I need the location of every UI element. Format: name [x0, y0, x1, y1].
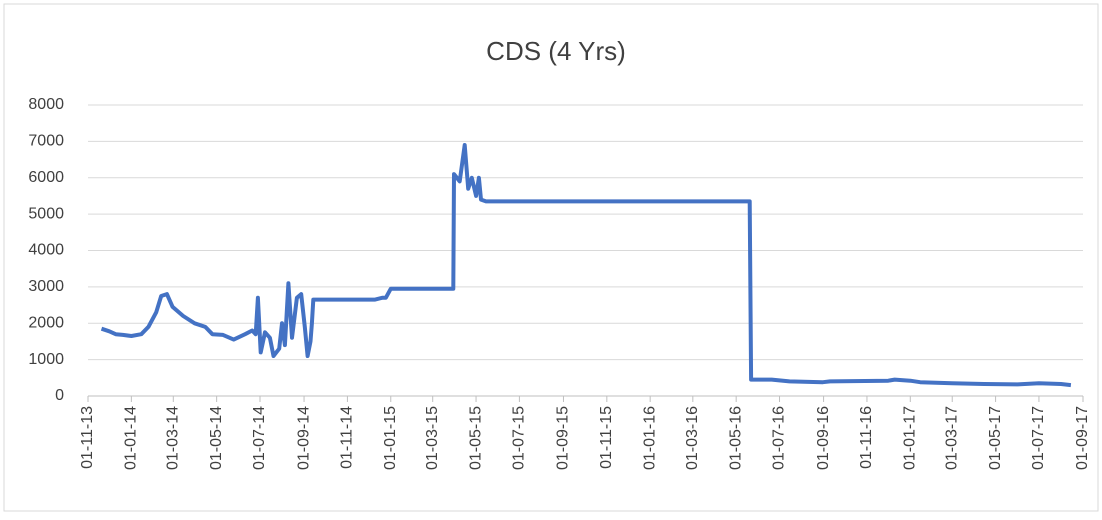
y-tick-label: 3000	[28, 278, 64, 295]
x-tick-label: 01-11-16	[858, 406, 875, 469]
x-tick-label: 01-03-17	[943, 406, 960, 470]
x-tick-label: 01-03-14	[165, 406, 182, 470]
x-tick-label: 01-09-15	[555, 406, 572, 470]
y-tick-label: 1000	[28, 351, 64, 368]
y-tick-label: 7000	[28, 133, 64, 150]
x-tick-label: 01-11-13	[79, 406, 96, 469]
x-tick-label: 01-01-17	[902, 406, 919, 470]
x-tick-label: 01-05-15	[467, 406, 484, 470]
x-tick-label: 01-05-16	[727, 406, 744, 470]
x-tick-label: 01-03-15	[424, 406, 441, 470]
data-line	[100, 143, 1072, 388]
x-tick-label: 01-11-14	[339, 406, 356, 469]
x-tick-label: 01-05-14	[208, 406, 225, 470]
x-tick-label: 01-09-16	[815, 406, 832, 470]
x-tick-label: 01-05-17	[987, 406, 1004, 470]
x-tick-label: 01-01-14	[123, 406, 140, 470]
chart-frame	[3, 3, 1099, 512]
chart-title: CDS (4 Yrs)	[486, 36, 626, 66]
x-tick-label: 01-09-17	[1074, 406, 1091, 470]
x-tick-label: 01-01-15	[382, 406, 399, 470]
x-tick-label: 01-09-14	[295, 406, 312, 470]
x-tick-label: 01-03-16	[684, 406, 701, 470]
y-tick-label: 6000	[28, 169, 64, 186]
y-tick-label: 0	[55, 387, 64, 404]
x-tick-label: 01-07-16	[771, 406, 788, 470]
y-tick-label: 2000	[28, 314, 64, 331]
x-tick-label: 01-07-14	[251, 406, 268, 470]
x-tick-label: 01-07-15	[511, 406, 528, 470]
y-tick-label: 4000	[28, 242, 64, 259]
y-tick-label: 5000	[28, 205, 64, 222]
y-tick-label: 8000	[28, 96, 64, 113]
x-tick-label: 01-07-17	[1030, 406, 1047, 470]
x-tick-label: 01-11-15	[598, 406, 615, 469]
x-tick-label: 01-01-16	[641, 406, 658, 470]
